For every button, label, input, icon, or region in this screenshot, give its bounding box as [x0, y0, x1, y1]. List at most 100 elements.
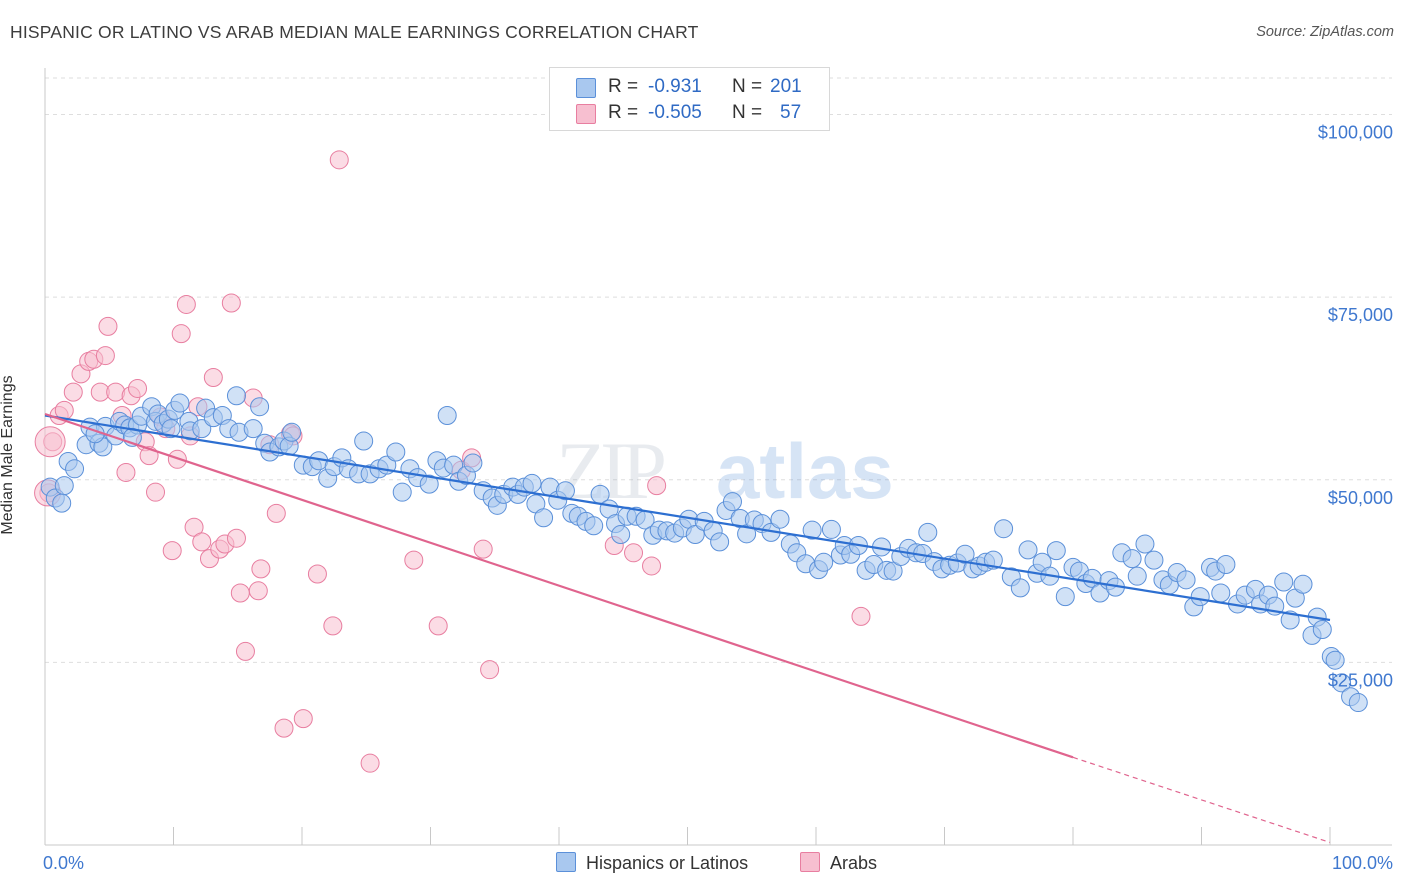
hispanic-point	[555, 481, 575, 501]
x-tick-label: 100.0%	[1332, 853, 1393, 873]
arab-point	[192, 532, 212, 552]
legend-swatch-hispanic	[556, 852, 576, 872]
stats-n-value: 57	[780, 102, 802, 123]
arab-point	[95, 346, 115, 366]
hispanic-point	[722, 492, 742, 512]
hispanic-point	[814, 552, 834, 572]
arab-point	[128, 378, 148, 398]
arab-point	[230, 583, 250, 603]
hispanic-point	[226, 386, 246, 406]
hispanic-point	[1274, 572, 1294, 592]
legend-label: Arabs	[830, 853, 878, 873]
hispanic-point	[419, 474, 439, 494]
legend-item-arab[interactable]: Arabs	[800, 852, 877, 874]
hispanic-point	[1122, 549, 1142, 569]
hispanic-point	[52, 493, 72, 513]
arab-point	[34, 426, 66, 458]
hispanic-point	[354, 431, 374, 451]
hispanic-point	[918, 522, 938, 542]
arab-point	[116, 462, 136, 482]
arab-point	[323, 616, 343, 636]
hispanic-point	[1046, 541, 1066, 561]
hispanic-point	[1332, 673, 1352, 693]
y-tick-labels: $25,000 $50,000 $75,000 $100,000	[1318, 123, 1393, 691]
hispanic-point	[710, 532, 730, 552]
hispanic-point	[54, 476, 74, 496]
hispanic-point	[161, 419, 181, 439]
arab-point	[146, 482, 166, 502]
arab-point	[226, 528, 246, 548]
stats-n-value: 201	[770, 76, 802, 97]
hispanic-point	[463, 453, 483, 473]
hispanic-point	[1127, 566, 1147, 586]
hispanic-point	[1280, 610, 1300, 630]
arab-point	[473, 539, 493, 559]
arab-point	[360, 753, 380, 773]
hispanic-point	[584, 516, 604, 536]
hispanic-point	[955, 544, 975, 564]
arab-point	[404, 550, 424, 570]
arab-point	[851, 606, 871, 626]
hispanic-points	[40, 386, 1368, 713]
y-tick-label: $75,000	[1328, 305, 1393, 325]
hispanic-trend-line	[44, 414, 1331, 622]
arab-point	[176, 294, 196, 314]
arab-point	[162, 541, 182, 561]
hispanic-point	[1216, 554, 1236, 574]
stats-n-label: N =	[732, 76, 763, 97]
hispanic-point	[685, 525, 705, 545]
hispanic-point	[282, 422, 302, 442]
watermark-atlas: atlas	[716, 427, 894, 515]
arab-point	[235, 641, 255, 661]
arab-point	[274, 718, 294, 738]
arab-point	[221, 293, 241, 313]
stats-box: R = -0.931 N = 201 R = -0.505 N = 57	[549, 67, 830, 131]
hispanic-point	[994, 519, 1014, 539]
source-label: Source: ZipAtlas.com	[1256, 24, 1394, 40]
hispanic-point	[1293, 574, 1313, 594]
arab-point	[480, 660, 500, 680]
hispanic-point	[1144, 550, 1164, 570]
stats-n-label: N =	[732, 102, 763, 123]
legend-item-hispanic[interactable]: Hispanics or Latinos	[556, 852, 748, 874]
arab-point	[184, 517, 204, 537]
stats-r-value: -0.505	[648, 102, 702, 123]
hispanic-point	[1010, 578, 1030, 598]
hispanic-point	[1176, 570, 1196, 590]
hispanic-point	[65, 459, 85, 479]
hispanic-point	[534, 508, 554, 528]
y-tick-label: $100,000	[1318, 123, 1393, 143]
hispanic-point	[250, 397, 270, 417]
arab-point	[293, 709, 313, 729]
hispanic-point	[243, 419, 263, 439]
hispanic-point	[1135, 534, 1155, 554]
arab-trend-extension	[1072, 756, 1331, 844]
arab-point	[171, 324, 191, 344]
y-tick-label: $50,000	[1328, 488, 1393, 508]
hispanic-point	[386, 442, 406, 462]
hispanic-point	[437, 405, 457, 425]
arab-point	[98, 316, 118, 336]
stats-swatch-arab	[576, 104, 596, 124]
hispanic-point	[170, 393, 190, 413]
arab-point	[428, 616, 448, 636]
hispanic-point	[821, 519, 841, 539]
legend-label: Hispanics or Latinos	[586, 853, 749, 873]
arab-point	[647, 476, 667, 496]
hispanic-point	[883, 561, 903, 581]
stats-r-label: R =	[608, 76, 639, 97]
arab-trend-line	[44, 412, 1074, 759]
legend-swatch-arab	[800, 852, 820, 872]
hispanic-point	[1211, 583, 1231, 603]
hispanic-point	[770, 509, 790, 529]
hispanic-point	[1348, 693, 1368, 713]
x-tick-labels: 0.0% 100.0%	[43, 853, 1393, 873]
arab-point	[329, 150, 349, 170]
arab-point	[642, 556, 662, 576]
hispanic-point	[1018, 540, 1038, 560]
arab-point	[63, 382, 83, 402]
arab-point	[251, 559, 271, 579]
stats-swatch-hispanic	[576, 78, 596, 98]
stats-r-label: R =	[608, 102, 639, 123]
